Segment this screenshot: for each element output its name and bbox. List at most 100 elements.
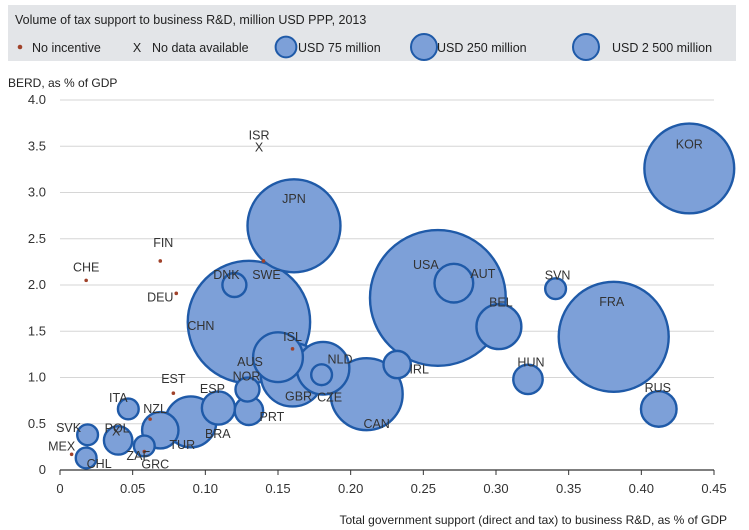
point-svn-bubble (543, 277, 568, 301)
point-label-can: CAN (363, 417, 389, 431)
x-tick-label: 0.15 (265, 481, 290, 496)
point-hun-bubble (512, 363, 544, 396)
y-tick-label: 1.0 (28, 370, 46, 385)
point-label-esp: ESP (200, 382, 225, 396)
point-swe-dot (261, 259, 266, 263)
point-labels: KOR ISR JPN FIN SWE CHE DNK DEU USA AUT SVN CHN BEL F… (48, 128, 703, 471)
point-label-tur: TUR (169, 438, 195, 452)
point-label-nor: NOR (233, 370, 261, 384)
y-tick-label: 0.5 (28, 416, 46, 431)
x-tick-label: 0.45 (701, 481, 726, 496)
point-label-hun: HUN (517, 355, 544, 369)
point-aut-bubble (433, 262, 475, 304)
point-svk-bubble (76, 423, 100, 447)
point-aus-bubble (251, 331, 305, 384)
legend-label: USD 2 500 million (612, 41, 712, 55)
point-kor-bubble (643, 122, 736, 215)
point-label-gbr: GBR (285, 390, 312, 404)
point-label-grc: GRC (141, 458, 169, 472)
point-label-jpn: JPN (282, 192, 306, 206)
point-label-est: EST (161, 372, 186, 386)
y-tick-label: 3.0 (28, 185, 46, 200)
point-label-chn: CHN (187, 319, 214, 333)
point-label-ita: ITA (109, 391, 128, 405)
point-label-nzl: NZL (143, 402, 167, 416)
point-esp-bubble (200, 390, 237, 426)
point-irl-bubble (382, 349, 413, 380)
point-label-prt: PRT (260, 410, 285, 424)
point-nor-bubble (234, 376, 261, 403)
y-tick-label: 2.0 (28, 277, 46, 292)
point-label-dnk: DNK (213, 268, 240, 282)
y-tick-label: 3.5 (28, 138, 46, 153)
point-label-nld: NLD (328, 352, 353, 366)
point-pol-bubble (102, 425, 134, 456)
legend-dot-marker (17, 44, 23, 50)
point-label-isl: ISL (283, 330, 302, 344)
point-label-cze: CZE (317, 391, 342, 405)
point-label-bra: BRA (205, 427, 231, 441)
legend-label: No incentive (32, 41, 101, 55)
x-tick-label: 0.20 (338, 481, 363, 496)
y-axis-label: BERD, as % of GDP (8, 76, 117, 90)
y-tick-label: 0 (39, 462, 46, 477)
y-tick-label: 1.5 (28, 323, 46, 338)
legend-bubble-marker (572, 33, 600, 61)
point-isr-x-marker: X (255, 140, 264, 154)
point-est-dot (171, 391, 176, 396)
legend-label: No data available (152, 41, 249, 55)
point-usa-bubble (368, 228, 507, 368)
point-mex-dot (69, 452, 74, 457)
point-grc-dot (142, 449, 147, 454)
point-label-aut: AUT (470, 267, 495, 281)
legend-x-marker: X (133, 41, 142, 55)
point-cze-bubble (310, 363, 334, 387)
point-chl-bubble (74, 446, 98, 470)
point-label-aus: AUS (237, 355, 263, 369)
data-points: X (69, 122, 736, 470)
point-label-che: CHE (73, 260, 99, 274)
point-nzl-dot (148, 417, 152, 421)
x-tick-label: 0.35 (556, 481, 581, 496)
point-che-dot (84, 278, 88, 283)
point-label-rus: RUS (645, 381, 671, 395)
axes: 0 0.5 1.0 1.5 2.0 2.5 3.0 3.5 4.0 0 0.05 0.10 0.15 0.… (28, 92, 727, 496)
chart-title: Volume of tax support to business R&D, m… (15, 13, 366, 27)
x-tick-label: 0 (56, 481, 63, 496)
legend-label: USD 75 million (298, 41, 381, 55)
x-axis-label: Total government support (direct and tax… (339, 513, 727, 527)
y-tick-label: 4.0 (28, 92, 46, 107)
point-fra-bubble (557, 280, 670, 393)
point-label-x: X (112, 424, 121, 438)
point-rus-bubble (639, 389, 678, 428)
point-label-fra: FRA (599, 295, 625, 309)
point-label-zaf: ZAF (126, 449, 150, 463)
point-ita-bubble (116, 397, 140, 421)
point-isl-dot (290, 347, 295, 351)
legend: No incentive X No data available USD 75 mil… (17, 33, 712, 61)
point-label-pol: POL (105, 421, 130, 435)
y-tick-label: 2.5 (28, 231, 46, 246)
legend-bubble-marker (274, 35, 298, 59)
point-label-kor: KOR (676, 137, 703, 151)
x-tick-label: 0.25 (411, 481, 436, 496)
point-jpn-bubble (246, 178, 342, 274)
point-label-bel: BEL (489, 296, 513, 310)
point-dnk-bubble (221, 271, 248, 299)
point-label-mex: MEX (48, 439, 76, 453)
point-label-svk: SVK (56, 421, 82, 435)
point-label-swe: SWE (252, 268, 280, 282)
x-tick-label: 0.30 (483, 481, 508, 496)
point-label-deu: DEU (147, 290, 173, 304)
x-tick-label: 0.05 (120, 481, 145, 496)
point-label-chl: CHL (87, 457, 112, 471)
point-fin-dot (158, 259, 163, 263)
point-bel-bubble (475, 302, 523, 351)
point-zaf-bubble (132, 434, 156, 458)
x-tick-label: 0.10 (193, 481, 218, 496)
point-label-fin: FIN (153, 236, 173, 250)
legend-label: USD 250 million (437, 41, 527, 55)
point-label-irl: IRL (409, 363, 429, 377)
